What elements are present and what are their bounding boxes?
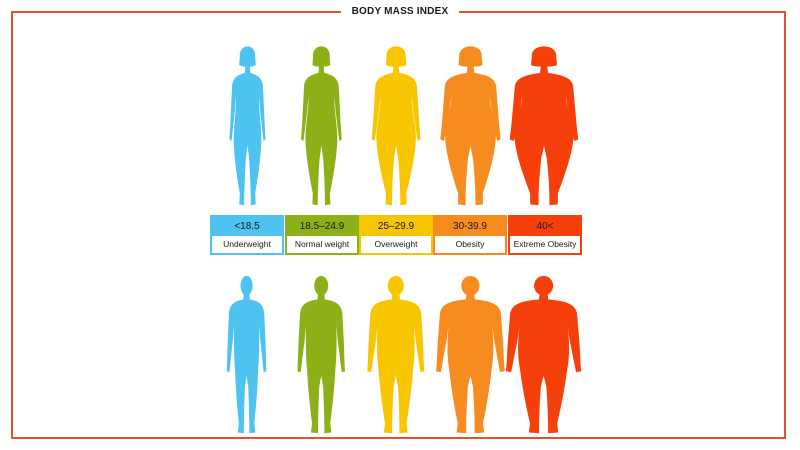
bmi-card: <18.5 Underweight [210, 215, 284, 255]
female-overweight-silhouette [363, 38, 429, 206]
male-underweight-silhouette [219, 272, 274, 434]
male-obese-silhouette [432, 272, 509, 434]
bmi-label: Normal weight [287, 236, 357, 253]
bmi-label: Overweight [361, 236, 431, 253]
bmi-range: 40< [510, 217, 580, 236]
bmi-label: Obesity [435, 236, 505, 253]
bmi-card: 40< Extreme Obesity [508, 215, 582, 255]
male-extreme-obese-silhouette [504, 272, 583, 434]
bmi-card: 30-39.9 Obesity [433, 215, 507, 255]
female-underweight-silhouette [220, 38, 275, 206]
female-obese-silhouette [433, 38, 508, 206]
bmi-range: 25–29.9 [361, 217, 431, 236]
male-normal-silhouette [290, 272, 352, 434]
page-title: BODY MASS INDEX [341, 4, 459, 20]
female-extreme-obese-silhouette [504, 38, 584, 206]
bmi-range: <18.5 [212, 217, 282, 236]
bmi-label: Underweight [212, 236, 282, 253]
bmi-range: 30-39.9 [435, 217, 505, 236]
bmi-card: 25–29.9 Overweight [359, 215, 433, 255]
bmi-card: 18.5–24.9 Normal weight [285, 215, 359, 255]
male-overweight-silhouette [361, 272, 431, 434]
female-normal-silhouette [292, 38, 351, 206]
bmi-range: 18.5–24.9 [287, 217, 357, 236]
bmi-label: Extreme Obesity [510, 236, 580, 253]
